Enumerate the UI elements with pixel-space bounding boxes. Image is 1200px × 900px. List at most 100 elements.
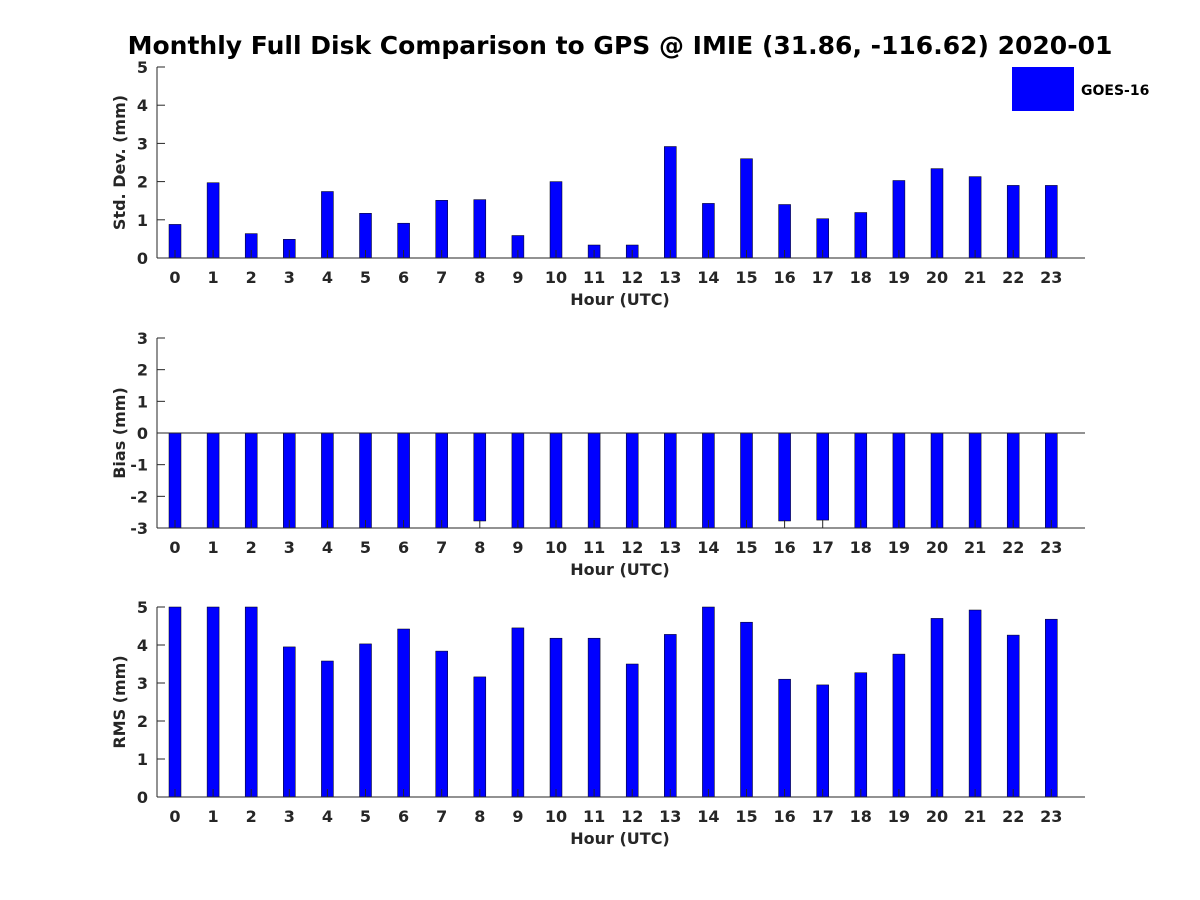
std-dev-x-tick-label: 22 xyxy=(1002,268,1024,287)
rms-x-tick-label: 3 xyxy=(284,807,295,826)
rms-bar-20 xyxy=(930,618,944,798)
std-dev-bar-19 xyxy=(892,180,906,259)
bias-x-tick-label: 11 xyxy=(583,538,605,557)
bias-bar-10 xyxy=(549,432,563,529)
std-dev-y-tick-label: 2 xyxy=(137,173,148,192)
std-dev-y-tick-label: 0 xyxy=(137,249,148,268)
bias-bar-1 xyxy=(206,432,220,529)
rms-y-tick-label: 4 xyxy=(137,636,148,655)
bias-y-tick-label: -2 xyxy=(130,487,148,506)
rms-x-tick-label: 10 xyxy=(545,807,567,826)
std-dev-bar-8 xyxy=(473,199,487,259)
bias-x-tick-label: 12 xyxy=(621,538,643,557)
bias-y-label: Bias (mm) xyxy=(110,387,129,479)
rms-bar-11 xyxy=(587,637,601,798)
std-dev-x-tick-label: 23 xyxy=(1040,268,1062,287)
bias-x-tick-label: 20 xyxy=(926,538,948,557)
rms-x-tick-label: 17 xyxy=(812,807,834,826)
rms-bar-23 xyxy=(1045,618,1058,798)
bias-bar-14 xyxy=(702,432,715,529)
bias-y-tick-label: -1 xyxy=(130,456,148,475)
bias-bar-15 xyxy=(740,432,753,529)
bias-y-tick-label: -3 xyxy=(130,519,148,538)
std-dev-x-tick-label: 15 xyxy=(735,268,757,287)
rms-x-tick-label: 0 xyxy=(169,807,180,826)
bias-x-label: Hour (UTC) xyxy=(570,560,670,579)
rms-x-tick-label: 23 xyxy=(1040,807,1062,826)
bias-bar-6 xyxy=(397,432,410,529)
bias-x-tick-label: 7 xyxy=(436,538,447,557)
std-dev-x-tick-label: 1 xyxy=(208,268,219,287)
std-dev-x-tick-label: 13 xyxy=(659,268,681,287)
bias-bar-13 xyxy=(664,432,677,529)
bias-bar-23 xyxy=(1045,432,1058,529)
bias-bar-21 xyxy=(968,432,982,529)
bias-x-tick-label: 13 xyxy=(659,538,681,557)
bias-bar-2 xyxy=(244,432,258,529)
bias-bar-8 xyxy=(473,432,487,522)
rms-x-tick-label: 19 xyxy=(888,807,910,826)
rms-bar-14 xyxy=(702,606,715,798)
rms-x-tick-label: 18 xyxy=(850,807,872,826)
bias-x-tick-label: 3 xyxy=(284,538,295,557)
rms-x-label: Hour (UTC) xyxy=(570,829,670,848)
std-dev-x-tick-label: 5 xyxy=(360,268,371,287)
std-dev-x-tick-label: 14 xyxy=(697,268,719,287)
rms-x-tick-label: 9 xyxy=(512,807,523,826)
rms-bar-13 xyxy=(664,634,677,798)
rms-bar-15 xyxy=(740,621,753,798)
rms-bar-8 xyxy=(473,676,487,798)
bias-y-tick-label: 2 xyxy=(137,361,148,380)
bias-bar-7 xyxy=(435,432,448,529)
std-dev-bar-15 xyxy=(740,158,753,259)
bias-bar-11 xyxy=(587,432,601,529)
bias-x-tick-label: 0 xyxy=(169,538,180,557)
bias-x-tick-label: 1 xyxy=(208,538,219,557)
bias-x-tick-label: 17 xyxy=(812,538,834,557)
bias-x-tick-label: 15 xyxy=(735,538,757,557)
rms-x-tick-label: 11 xyxy=(583,807,605,826)
rms-bar-2 xyxy=(244,606,258,798)
rms-bar-0 xyxy=(168,606,182,798)
rms-bar-3 xyxy=(283,646,296,798)
rms-bar-18 xyxy=(854,672,868,798)
rms-x-tick-label: 15 xyxy=(735,807,757,826)
std-dev-x-tick-label: 7 xyxy=(436,268,447,287)
rms-x-tick-label: 22 xyxy=(1002,807,1024,826)
std-dev-x-tick-label: 4 xyxy=(322,268,333,287)
bias-x-tick-label: 18 xyxy=(850,538,872,557)
rms-x-tick-label: 1 xyxy=(208,807,219,826)
rms-bar-21 xyxy=(968,609,982,798)
rms-x-tick-label: 6 xyxy=(398,807,409,826)
rms-bar-12 xyxy=(625,663,639,798)
std-dev-bar-20 xyxy=(930,168,944,259)
std-dev-y-label: Std. Dev. (mm) xyxy=(110,95,129,230)
rms-x-tick-label: 8 xyxy=(474,807,485,826)
rms-bar-5 xyxy=(359,643,372,798)
rms-bar-10 xyxy=(549,637,563,798)
std-dev-x-tick-label: 17 xyxy=(812,268,834,287)
bias-bar-9 xyxy=(511,432,525,529)
std-dev-bar-13 xyxy=(664,146,677,259)
rms-x-tick-label: 14 xyxy=(697,807,719,826)
std-dev-y-tick-label: 1 xyxy=(137,211,148,230)
bias-x-tick-label: 2 xyxy=(246,538,257,557)
rms-bar-7 xyxy=(435,650,448,798)
rms-x-tick-label: 21 xyxy=(964,807,986,826)
std-dev-x-tick-label: 11 xyxy=(583,268,605,287)
bias-bar-22 xyxy=(1006,432,1020,529)
rms-x-tick-label: 16 xyxy=(773,807,795,826)
bias-y-tick-label: 0 xyxy=(137,424,148,443)
std-dev-bar-7 xyxy=(435,200,448,259)
figure-title: Monthly Full Disk Comparison to GPS @ IM… xyxy=(128,31,1113,60)
std-dev-x-tick-label: 6 xyxy=(398,268,409,287)
rms-y-tick-label: 1 xyxy=(137,750,148,769)
rms-bar-19 xyxy=(892,653,906,798)
std-dev-x-tick-label: 10 xyxy=(545,268,567,287)
bias-x-tick-label: 16 xyxy=(773,538,795,557)
rms-x-tick-label: 20 xyxy=(926,807,948,826)
std-dev-bar-10 xyxy=(549,181,563,259)
